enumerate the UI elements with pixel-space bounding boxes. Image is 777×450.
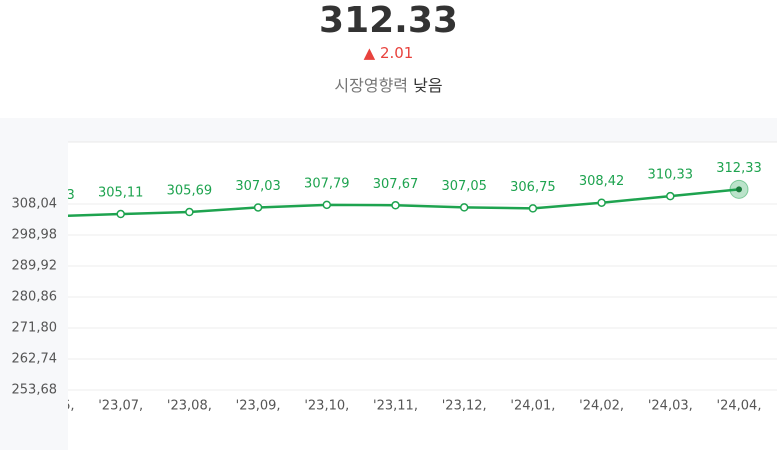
up-arrow: ▲: [363, 44, 376, 62]
y-tick-label: 280,86: [12, 290, 58, 305]
plot-area: [68, 142, 777, 450]
value-label: 310,33: [648, 168, 694, 183]
x-tick-label: '24,04,: [717, 399, 762, 414]
y-tick-label: 289,92: [12, 259, 58, 274]
value-label: 312,33: [716, 161, 762, 176]
value-label: 307,67: [373, 177, 419, 192]
x-tick-label: '24,01,: [510, 399, 555, 414]
change: ▲ 2.01: [0, 44, 777, 62]
x-tick-label: '24,03,: [648, 399, 693, 414]
x-tick-label: '24,02,: [579, 399, 624, 414]
value-label: 305,11: [98, 186, 144, 201]
y-tick-label: 308,04: [12, 197, 58, 212]
market-impact: 시장영향력 낮음: [0, 72, 777, 96]
point: [185, 207, 194, 217]
y-tick-label: 271,80: [12, 321, 58, 336]
current-value: 312.33: [319, 0, 458, 41]
point: [322, 200, 332, 210]
x-tick-label: '23,07,: [98, 399, 143, 414]
point: [253, 203, 263, 212]
y-tick-label: 253,68: [12, 383, 58, 398]
value-label: 307,05: [441, 179, 487, 194]
point: [666, 191, 675, 201]
point: [528, 204, 538, 213]
point: [736, 186, 742, 193]
point: [597, 198, 606, 207]
point: [459, 203, 469, 212]
point: [391, 201, 400, 210]
value-label: 305,69: [167, 184, 213, 199]
x-tick-label: '23,10,: [304, 399, 349, 414]
impact-label: 시장영향력: [334, 76, 409, 95]
value-label: 304,43: [29, 188, 75, 203]
value-label: 306,75: [510, 180, 556, 195]
x-tick-label: '23,11,: [373, 399, 418, 414]
x-tick-label: '23,09,: [236, 399, 281, 414]
x-tick-label: '23,08,: [167, 399, 212, 414]
point: [116, 209, 125, 219]
plot: '23,06, 304,43 '23,07, 305,11 '23,08, 305,69 '…: [29, 161, 777, 414]
x-tick-label: '23,12,: [442, 399, 487, 414]
impact-level: 낮음: [413, 76, 443, 95]
change-value: 2.01: [379, 44, 414, 62]
value-label: 307,79: [304, 176, 350, 191]
value-label: 307,03: [235, 179, 281, 194]
y-tick-label: 262,74: [12, 352, 58, 367]
value-label: 308,42: [579, 174, 625, 189]
y-tick-label: 298,98: [12, 228, 58, 243]
x-tick-label: '23,06,: [30, 399, 75, 414]
